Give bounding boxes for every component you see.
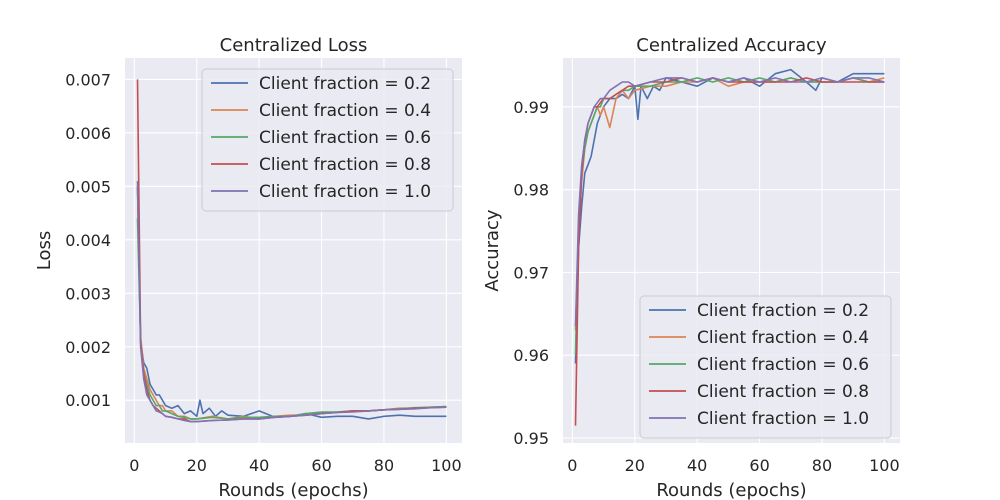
- legend-entry: Client fraction = 0.2: [259, 74, 431, 94]
- y-tick-label: 0.002: [65, 338, 111, 357]
- x-tick-label: 40: [249, 456, 269, 475]
- chart-title: Centralized Accuracy: [636, 35, 827, 56]
- y-axis-label: Loss: [34, 231, 55, 270]
- y-tick-label: 0.98: [513, 181, 549, 200]
- y-tick-label: 0.005: [65, 177, 111, 196]
- legend: Client fraction = 0.2 Client fraction = 0…: [201, 68, 454, 212]
- x-tick-label: 100: [431, 456, 462, 475]
- legend-entry: Client fraction = 0.6: [697, 355, 869, 375]
- series-line-0: [136, 186, 447, 420]
- x-tick-label: 100: [869, 456, 900, 475]
- x-tick-label: 40: [687, 456, 707, 475]
- x-tick-label: 60: [311, 456, 331, 475]
- legend-entry: Client fraction = 1.0: [697, 409, 869, 429]
- x-tick-label: 60: [749, 456, 769, 475]
- x-tick-label: 0: [567, 456, 577, 475]
- legend-entry: Client fraction = 0.2: [697, 301, 869, 321]
- legend-entry: Client fraction = 0.8: [697, 382, 869, 402]
- legend-entry: Client fraction = 0.4: [259, 101, 431, 121]
- y-tick-label: 0.003: [65, 284, 111, 303]
- chart-title: Centralized Loss: [220, 35, 368, 56]
- y-tick-label: 0.99: [513, 98, 549, 117]
- legend-frame: [639, 295, 892, 439]
- accuracy-chart: 0 20 40 60 80 100 0.95 0.96 0.97 0.98 0.99 Centrali…: [482, 35, 900, 500]
- y-tick-label: 0.006: [65, 124, 111, 143]
- x-tick-label: 80: [374, 456, 394, 475]
- series-line-4: [136, 180, 447, 423]
- x-axis-label: Rounds (epochs): [218, 480, 368, 500]
- y-tick-label: 0.96: [513, 346, 549, 365]
- x-axis-label: Rounds (epochs): [656, 480, 806, 500]
- y-axis-label: Accuracy: [482, 209, 503, 292]
- y-tick-label: 0.95: [513, 429, 549, 448]
- legend-entry: Client fraction = 0.8: [259, 155, 431, 175]
- legend-entry: Client fraction = 0.6: [259, 128, 431, 148]
- x-tick-label: 80: [812, 456, 832, 475]
- x-tick-label: 20: [625, 456, 645, 475]
- series-line-4: [574, 77, 885, 327]
- y-tick-label: 0.97: [513, 263, 549, 282]
- y-tick-label: 0.001: [65, 391, 111, 410]
- legend: Client fraction = 0.2 Client fraction = 0…: [639, 295, 892, 439]
- series-line-0: [574, 68, 885, 364]
- x-tick-label: 20: [187, 456, 207, 475]
- legend-entry: Client fraction = 0.4: [697, 328, 869, 348]
- legend-frame: [201, 68, 454, 212]
- legend-entry: Client fraction = 1.0: [259, 182, 431, 202]
- y-tick-label: 0.004: [65, 231, 111, 250]
- loss-chart: 0 20 40 60 80 100 0.001 0.002 0.003 0.004 0.005 0.0…: [34, 35, 462, 500]
- x-tick-label: 0: [129, 456, 139, 475]
- y-tick-label: 0.007: [65, 70, 111, 89]
